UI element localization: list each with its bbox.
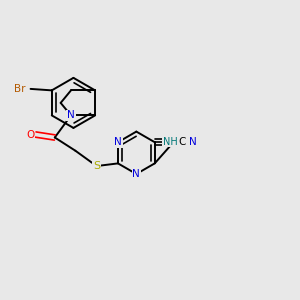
Text: Br: Br [14, 84, 25, 94]
Text: N: N [114, 137, 122, 147]
Text: O: O [26, 130, 34, 140]
Text: C: C [179, 137, 186, 147]
Text: S: S [93, 161, 100, 171]
Text: NH₂: NH₂ [163, 136, 182, 147]
Text: N: N [133, 169, 140, 179]
Text: N: N [67, 110, 75, 120]
Text: N: N [189, 137, 197, 147]
